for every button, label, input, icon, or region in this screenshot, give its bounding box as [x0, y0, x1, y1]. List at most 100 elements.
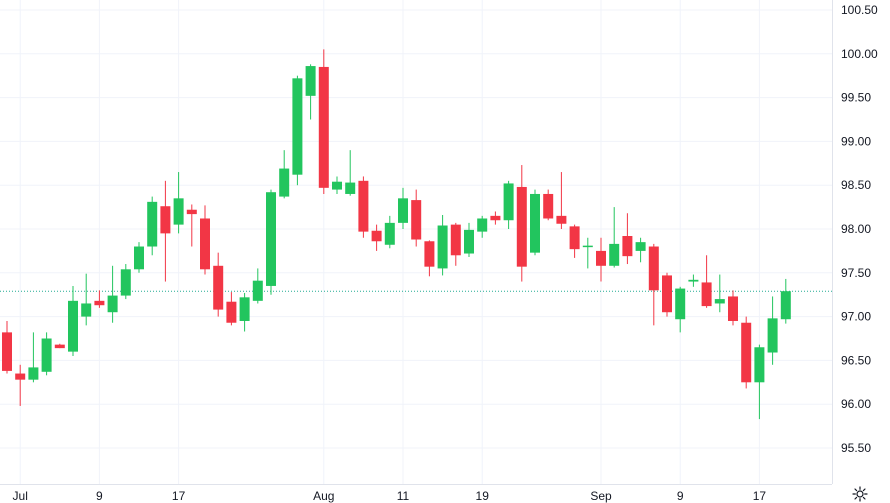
candle[interactable] — [622, 213, 633, 265]
candle[interactable] — [279, 150, 290, 199]
candle[interactable] — [490, 211, 501, 225]
candle[interactable] — [371, 224, 382, 251]
candle[interactable] — [120, 264, 131, 300]
candle[interactable] — [543, 189, 554, 221]
candle[interactable] — [318, 49, 329, 194]
candle[interactable] — [635, 237, 646, 263]
candle[interactable] — [305, 64, 316, 120]
x-tick-label: 19 — [476, 489, 490, 503]
candle-body-up — [345, 182, 356, 194]
candles — [2, 49, 791, 420]
candle[interactable] — [160, 180, 171, 282]
candle-body-down — [622, 236, 633, 257]
candle[interactable] — [701, 255, 712, 308]
candle[interactable] — [662, 272, 672, 317]
candle[interactable] — [266, 189, 276, 295]
candle-body-up — [635, 242, 646, 251]
candle-body-up — [68, 300, 78, 352]
candle[interactable] — [516, 165, 527, 282]
y-tick-label: 96.00 — [841, 397, 871, 411]
candle-body-up — [305, 66, 316, 96]
candle[interactable] — [741, 316, 752, 389]
candle[interactable] — [68, 285, 78, 357]
candle[interactable] — [767, 296, 778, 365]
x-tick-label: Sep — [590, 489, 612, 503]
candle[interactable] — [411, 189, 422, 247]
candle-body-down — [728, 296, 738, 321]
candle[interactable] — [384, 215, 395, 249]
candle-body-down — [213, 265, 224, 310]
candle[interactable] — [134, 242, 144, 273]
candle-body-down — [596, 250, 606, 266]
candle[interactable] — [41, 332, 52, 376]
candle[interactable] — [609, 207, 620, 268]
candle-body-up — [582, 245, 593, 248]
candle[interactable] — [477, 215, 488, 238]
y-tick-label: 98.00 — [841, 222, 871, 236]
candle-body-up — [384, 222, 395, 245]
candle[interactable] — [464, 222, 474, 258]
x-tick-label: Jul — [13, 489, 28, 503]
candle[interactable] — [213, 252, 224, 317]
candle-body-down — [450, 224, 461, 256]
candle[interactable] — [754, 344, 765, 420]
candle[interactable] — [292, 75, 303, 186]
candle[interactable] — [54, 343, 65, 349]
candle[interactable] — [780, 278, 791, 324]
candle[interactable] — [345, 150, 356, 196]
y-tick-label: 99.00 — [841, 134, 871, 148]
candle[interactable] — [424, 240, 435, 277]
candle-body-down — [186, 209, 197, 215]
candle-body-down — [2, 332, 12, 371]
candle[interactable] — [530, 189, 540, 256]
y-tick-label: 99.50 — [841, 91, 871, 105]
candle-body-up — [688, 279, 699, 282]
candle[interactable] — [398, 187, 408, 229]
candle[interactable] — [94, 290, 105, 308]
candle-body-down — [648, 246, 659, 291]
candle[interactable] — [503, 180, 514, 229]
candle[interactable] — [226, 292, 237, 326]
candle[interactable] — [675, 286, 686, 333]
candle[interactable] — [450, 222, 461, 266]
candle[interactable] — [358, 176, 369, 238]
settings-gear-icon[interactable] — [852, 486, 868, 502]
candle[interactable] — [81, 273, 92, 326]
candle[interactable] — [173, 172, 184, 234]
candle[interactable] — [437, 214, 448, 276]
candle[interactable] — [15, 364, 26, 406]
candle[interactable] — [107, 265, 118, 323]
candle[interactable] — [200, 205, 210, 275]
candle-body-up — [266, 192, 276, 286]
candle-body-down — [569, 226, 580, 250]
candle-body-up — [398, 198, 408, 223]
candle-body-down — [160, 206, 171, 234]
candle[interactable] — [2, 320, 12, 374]
y-tick-label: 95.50 — [841, 441, 871, 455]
candle[interactable] — [728, 290, 738, 326]
candle[interactable] — [596, 237, 606, 282]
y-tick-label: 100.00 — [841, 47, 878, 61]
candle[interactable] — [239, 292, 250, 332]
candle[interactable] — [582, 237, 593, 269]
candle[interactable] — [28, 332, 39, 383]
candle-body-up — [609, 243, 620, 266]
candle[interactable] — [569, 224, 580, 258]
candle[interactable] — [714, 274, 725, 313]
candle-body-up — [120, 269, 131, 296]
y-tick-label: 97.50 — [841, 266, 871, 280]
candle[interactable] — [147, 196, 158, 256]
candle-body-down — [15, 373, 26, 380]
candle[interactable] — [252, 268, 263, 304]
candle-body-up — [279, 168, 290, 197]
candle-body-down — [371, 230, 382, 242]
candle[interactable] — [648, 243, 659, 326]
candle[interactable] — [688, 274, 699, 287]
candle[interactable] — [556, 172, 567, 229]
candle[interactable] — [186, 204, 197, 247]
candle-body-down — [556, 215, 567, 224]
y-tick-label: 97.00 — [841, 310, 871, 324]
candle[interactable] — [332, 176, 342, 194]
